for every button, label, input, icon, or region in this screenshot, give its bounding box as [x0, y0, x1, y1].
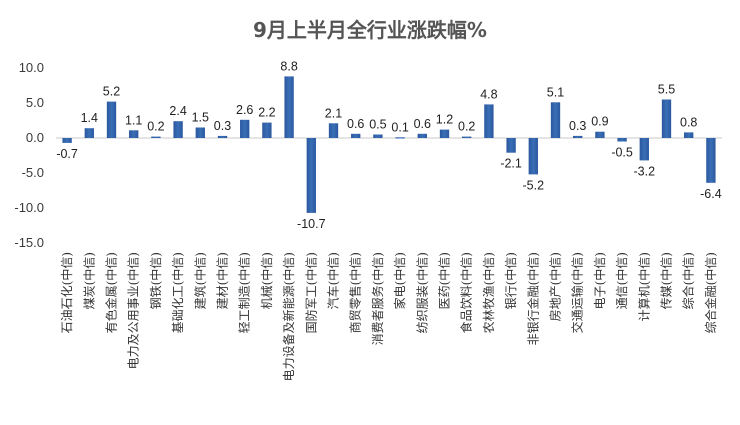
data-label: -5.2 [523, 178, 545, 192]
data-label: 0.6 [414, 117, 431, 131]
category-label: 商贸零售(中信) [348, 252, 363, 333]
data-label: 0.9 [591, 115, 608, 129]
bar [706, 138, 716, 183]
data-label: 1.1 [125, 113, 142, 127]
category-label: 房地产(中信) [548, 252, 563, 321]
bar [84, 128, 94, 138]
category-label: 电子(中信) [592, 252, 607, 309]
data-label: 0.2 [458, 120, 475, 134]
bar [306, 138, 316, 213]
bar [173, 121, 183, 138]
category-label: 银行(中信) [503, 252, 518, 309]
data-label: 2.4 [169, 104, 186, 118]
category-label: 传媒(中信) [659, 252, 674, 309]
data-label: -6.4 [700, 187, 722, 201]
category-label: 纺织服装(中信) [414, 252, 429, 333]
data-label: 2.2 [258, 106, 275, 120]
y-tick-label: 0.0 [26, 130, 44, 145]
bar [617, 138, 627, 142]
category-label: 钢铁(中信) [148, 252, 163, 309]
data-label: -0.5 [611, 146, 633, 160]
data-label: -2.1 [500, 157, 522, 171]
category-label: 计算机(中信) [636, 252, 651, 321]
data-label: 0.5 [369, 118, 386, 132]
bar [439, 129, 450, 138]
data-label: 5.2 [103, 85, 120, 99]
bar [62, 138, 72, 143]
data-label: 1.5 [192, 111, 209, 125]
bar [195, 127, 205, 138]
data-label: 0.2 [147, 120, 164, 134]
category-label: 通信(中信) [614, 252, 629, 309]
bar [129, 130, 139, 138]
bar [351, 133, 361, 138]
bar [373, 134, 383, 138]
bar [684, 132, 694, 138]
bar [240, 119, 250, 138]
data-label: 1.2 [436, 113, 453, 127]
data-label: 2.1 [325, 106, 342, 120]
category-label: 建材(中信) [215, 252, 230, 309]
category-label: 基础化工(中信) [170, 252, 185, 333]
bar [550, 102, 561, 138]
bar [284, 76, 294, 138]
y-tick-label: -10.0 [14, 200, 44, 215]
y-tick-label: -5.0 [22, 165, 44, 180]
bar [417, 133, 427, 138]
bar [462, 136, 472, 138]
bar [395, 137, 405, 139]
category-label: 有色金属(中信) [104, 252, 119, 333]
y-tick-label: 10.0 [19, 60, 44, 75]
data-label: 5.1 [547, 85, 564, 99]
category-label: 医药(中信) [437, 252, 452, 309]
data-label: -10.7 [297, 217, 326, 231]
bar [328, 123, 339, 138]
bar [106, 101, 117, 138]
bar [217, 135, 228, 138]
data-label: 0.1 [391, 120, 408, 134]
data-label: 2.6 [236, 103, 253, 117]
category-label: 非银行金融(中信) [525, 252, 540, 345]
category-label: 煤炭(中信) [81, 252, 96, 309]
data-label: -3.2 [634, 164, 656, 178]
data-label: 1.4 [81, 111, 98, 125]
category-label: 国防军工(中信) [303, 252, 318, 333]
bar [484, 104, 494, 138]
y-tick-label: 5.0 [26, 95, 44, 110]
category-label: 建筑(中信) [192, 252, 207, 309]
data-label: 4.8 [480, 87, 497, 101]
bar [573, 135, 583, 138]
bar [151, 136, 161, 138]
category-label: 电力设备及新能源(中信) [281, 252, 296, 381]
data-label: 5.5 [658, 83, 675, 97]
data-label: 0.3 [569, 119, 586, 133]
bar [528, 138, 538, 175]
category-label: 机械(中信) [259, 252, 274, 309]
bar [506, 138, 516, 153]
bar [262, 122, 272, 138]
category-label: 轻工制造(中信) [237, 252, 252, 333]
bar [661, 99, 672, 138]
data-label: 0.8 [680, 115, 697, 129]
category-label: 家电(中信) [392, 252, 407, 309]
category-label: 电力及公用事业(中信) [126, 252, 141, 369]
category-label: 汽车(中信) [326, 252, 341, 309]
category-label: 农林牧渔(中信) [481, 252, 496, 333]
category-label: 石油石化(中信) [59, 252, 74, 333]
data-label: 0.3 [214, 119, 231, 133]
data-label: 8.8 [280, 59, 297, 73]
category-label: 综合金融(中信) [703, 252, 718, 333]
category-label: 消费者服务(中信) [370, 252, 385, 345]
bar [595, 131, 605, 138]
data-label: 0.6 [347, 117, 364, 131]
category-label: 综合(中信) [681, 252, 696, 309]
y-tick-label: -15.0 [14, 235, 44, 250]
chart-title: 9月上半月全行业涨跌幅% [253, 18, 487, 42]
category-label: 交通运输(中信) [570, 252, 585, 333]
category-label: 食品饮料(中信) [459, 252, 474, 333]
bar [639, 138, 649, 161]
data-label: -0.7 [56, 147, 78, 161]
